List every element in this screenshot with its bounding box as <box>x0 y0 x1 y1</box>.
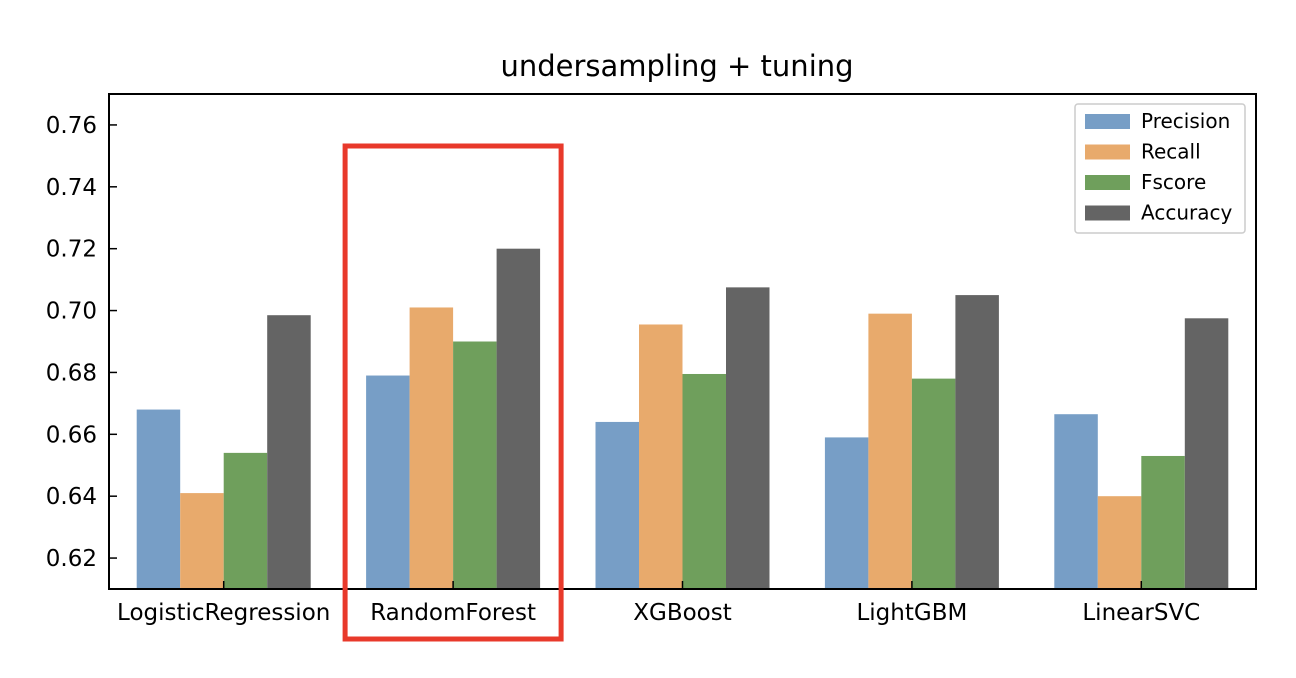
legend-swatch-fscore <box>1085 175 1130 190</box>
legend-label-precision: Precision <box>1141 109 1230 133</box>
chart-title: undersampling + tuning <box>500 49 853 83</box>
legend-swatch-precision <box>1085 114 1130 129</box>
x-tick-label-linearsvc: LinearSVC <box>1082 600 1200 626</box>
y-axis: 0.62 0.64 0.66 0.68 0.70 0.72 0.74 0.76 <box>46 113 117 572</box>
bar-xgboost-accuracy <box>726 287 770 589</box>
y-tick-label: 0.74 <box>46 175 97 201</box>
highlight-box <box>342 143 564 642</box>
legend: Precision Recall Fscore Accuracy <box>1074 103 1246 234</box>
bar-linearsvc-precision <box>1054 414 1098 589</box>
y-tick-label: 0.62 <box>46 546 97 572</box>
x-tick-label-lightgbm: LightGBM <box>856 600 967 626</box>
x-tick-label-xgboost: XGBoost <box>633 600 732 626</box>
bar-randomforest-precision <box>366 375 410 589</box>
x-tick-label-logisticregression: LogisticRegression <box>117 600 330 626</box>
bar-randomforest-fscore <box>453 341 497 589</box>
bar-lightgbm-recall <box>868 313 912 589</box>
bar-logisticregression-fscore <box>223 452 268 589</box>
bar-linearsvc-accuracy <box>1184 318 1229 589</box>
legend-label-accuracy: Accuracy <box>1141 201 1232 225</box>
y-tick-label: 0.72 <box>46 237 97 263</box>
bar-lightgbm-precision <box>824 437 869 589</box>
bar-randomforest-recall <box>409 307 454 589</box>
y-tick-label: 0.76 <box>46 113 97 139</box>
bar-linearsvc-fscore <box>1141 455 1185 589</box>
y-tick-label: 0.66 <box>46 422 97 448</box>
bar-xgboost-fscore <box>682 373 726 589</box>
legend-label-recall: Recall <box>1141 140 1201 164</box>
bar-linearsvc-recall <box>1097 496 1142 589</box>
plot-area-frame <box>108 93 1257 590</box>
bars-group <box>136 248 1229 589</box>
bar-logisticregression-recall <box>180 493 224 589</box>
bar-lightgbm-accuracy <box>955 295 999 589</box>
x-axis: LogisticRegression RandomForest XGBoost Lig… <box>117 581 1200 626</box>
bar-logisticregression-precision <box>136 409 181 589</box>
legend-swatch-recall <box>1085 144 1130 160</box>
y-tick-label: 0.68 <box>46 360 97 386</box>
bar-lightgbm-fscore <box>911 378 956 589</box>
bar-xgboost-precision <box>595 421 639 589</box>
bar-xgboost-recall <box>639 324 683 589</box>
legend-label-fscore: Fscore <box>1141 170 1206 194</box>
y-tick-label: 0.70 <box>46 299 97 325</box>
legend-swatch-accuracy <box>1085 205 1130 221</box>
x-tick-label-randomforest: RandomForest <box>370 600 536 626</box>
bar-logisticregression-accuracy <box>267 315 311 589</box>
bar-randomforest-accuracy <box>496 248 541 589</box>
legend-box <box>1074 103 1246 234</box>
y-tick-label: 0.64 <box>46 484 97 510</box>
